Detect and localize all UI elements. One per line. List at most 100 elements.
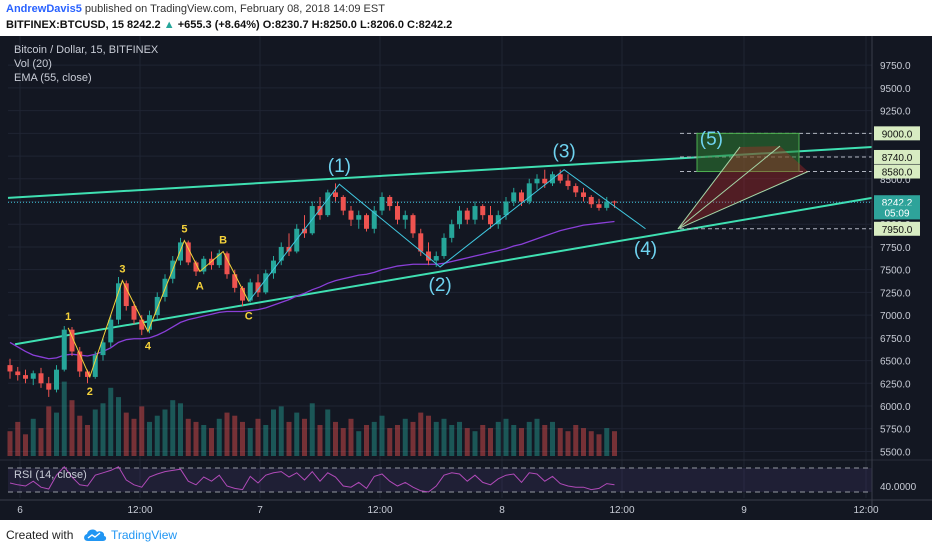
volume-bar-77 — [604, 428, 610, 456]
volume-bar-13 — [108, 387, 114, 456]
volume-bar-26 — [209, 428, 214, 456]
candle-body-44 — [348, 210, 354, 220]
x-tick-7: 12:00 — [853, 505, 878, 516]
volume-bar-2 — [23, 434, 28, 456]
legend-ema: EMA (55, close) — [14, 72, 92, 84]
wave-label-5: A — [196, 280, 204, 292]
volume-bar-66 — [519, 428, 524, 456]
volume-bar-74 — [581, 428, 586, 456]
volume-bar-36 — [286, 421, 292, 456]
candle-body-17 — [139, 319, 145, 330]
candle-body-72 — [565, 180, 571, 187]
wave-label-3: 4 — [145, 340, 152, 352]
x-tick-2: 7 — [257, 505, 263, 516]
volume-bar-8 — [69, 400, 75, 456]
wave-label-6: B — [219, 235, 227, 247]
volume-bar-40 — [317, 425, 323, 456]
price-label-5: 7950.0 — [882, 225, 913, 236]
volume-bar-49 — [387, 428, 393, 456]
volume-bar-18 — [147, 421, 152, 456]
fan-ray-0 — [677, 146, 741, 230]
btc-chart[interactable]: 1 2 3 4 5 A B C (1) (2) (3) (4) (5) 40.0000 5500.0 57… — [0, 36, 932, 520]
volume-bar-75 — [588, 431, 594, 456]
volume-bar-23 — [185, 418, 191, 456]
price-label-0: 9000.0 — [882, 129, 913, 140]
ohlc-values: O:8230.7 H:8250.0 L:8206.0 C:8242.2 — [262, 19, 453, 31]
candle-body-25 — [201, 258, 207, 272]
wave-label-1: 2 — [87, 386, 93, 398]
price-label-2: 8580.0 — [882, 168, 913, 179]
candle-body-57 — [449, 224, 455, 238]
candle-body-27 — [216, 253, 222, 266]
symbol-name: BITFINEX:BTCUSD, 15 — [6, 19, 124, 31]
volume-bar-32 — [255, 418, 261, 456]
volume-bar-42 — [333, 421, 338, 456]
candle-body-19 — [154, 296, 160, 316]
rsi-pane: 40.0000 — [0, 459, 932, 493]
x-tick-3: 12:00 — [367, 505, 392, 516]
candle-body-60 — [472, 206, 478, 220]
ema-polyline — [9, 220, 615, 360]
volume-bars — [7, 381, 617, 456]
axes: 5500.0 5750.0 6000.0 6250.0 6500.0 6750.0 7000… — [0, 36, 932, 516]
candle-body-67 — [526, 183, 532, 202]
volume-bar-12 — [100, 403, 106, 456]
fan-ray-1 — [677, 145, 781, 230]
candle-body-41 — [325, 192, 331, 216]
candle-body-76 — [596, 204, 602, 208]
volume-bar-46 — [364, 425, 369, 456]
candle-body-3 — [30, 373, 36, 379]
wave-label-8: (1) — [328, 156, 351, 177]
candle-body-63 — [495, 215, 501, 225]
candle-body-78 — [612, 201, 617, 203]
legend-title: Bitcoin / Dollar, 15, BITFINEX — [14, 44, 159, 56]
chart-header: AndrewDavis5 published on TradingView.co… — [0, 0, 932, 36]
y-tick-7: 7250.0 — [880, 288, 911, 299]
candle-body-29 — [232, 274, 238, 288]
volume-bar-35 — [278, 406, 284, 456]
y-tick-0: 5500.0 — [880, 447, 911, 458]
volume-bar-25 — [201, 425, 207, 456]
candle-body-43 — [340, 196, 346, 211]
volume-bar-3 — [30, 418, 36, 456]
author-link[interactable]: AndrewDavis5 — [6, 3, 82, 15]
volume-bar-39 — [309, 403, 315, 456]
volume-bar-17 — [139, 406, 145, 456]
tradingview-brand[interactable]: TradingView — [111, 528, 178, 542]
candle-body-54 — [426, 251, 431, 261]
trendlines — [7, 132, 873, 346]
price-label-box-2 — [874, 164, 920, 179]
price-label-3: 8242.2 — [882, 198, 913, 209]
rsi-value-label: 40.0000 — [880, 482, 917, 493]
candle-body-38 — [302, 228, 307, 234]
price-change: +655.3 (+8.64%) — [177, 19, 260, 31]
y-tick-6: 7000.0 — [880, 311, 911, 322]
last-price: 8242.2 — [127, 19, 161, 31]
candle-body-18 — [147, 315, 152, 330]
y-tick-16: 9500.0 — [880, 84, 911, 95]
candle-body-59 — [464, 210, 470, 220]
volume-bar-72 — [565, 431, 571, 456]
candle-body-30 — [240, 287, 245, 301]
candle-body-14 — [116, 283, 121, 320]
volume-bar-34 — [271, 409, 276, 456]
volume-bar-63 — [495, 421, 501, 456]
target-box — [696, 132, 800, 173]
volume-bar-28 — [224, 412, 230, 456]
volume-bar-60 — [472, 431, 478, 456]
volume-bar-51 — [402, 418, 408, 456]
candle-body-35 — [278, 246, 284, 261]
candle-body-51 — [402, 215, 408, 220]
candle-body-68 — [534, 178, 540, 184]
candle-body-10 — [85, 371, 90, 377]
volume-bar-41 — [325, 409, 331, 456]
x-tick-6: 9 — [741, 505, 747, 516]
volume-bar-1 — [15, 421, 21, 456]
wave-label-0: 1 — [65, 311, 71, 323]
volume-bar-29 — [232, 415, 238, 456]
candle-body-58 — [457, 210, 462, 225]
grid — [8, 36, 872, 498]
y-tick-1: 5750.0 — [880, 425, 911, 436]
volume-bar-0 — [7, 431, 13, 456]
volume-bar-22 — [178, 403, 183, 456]
